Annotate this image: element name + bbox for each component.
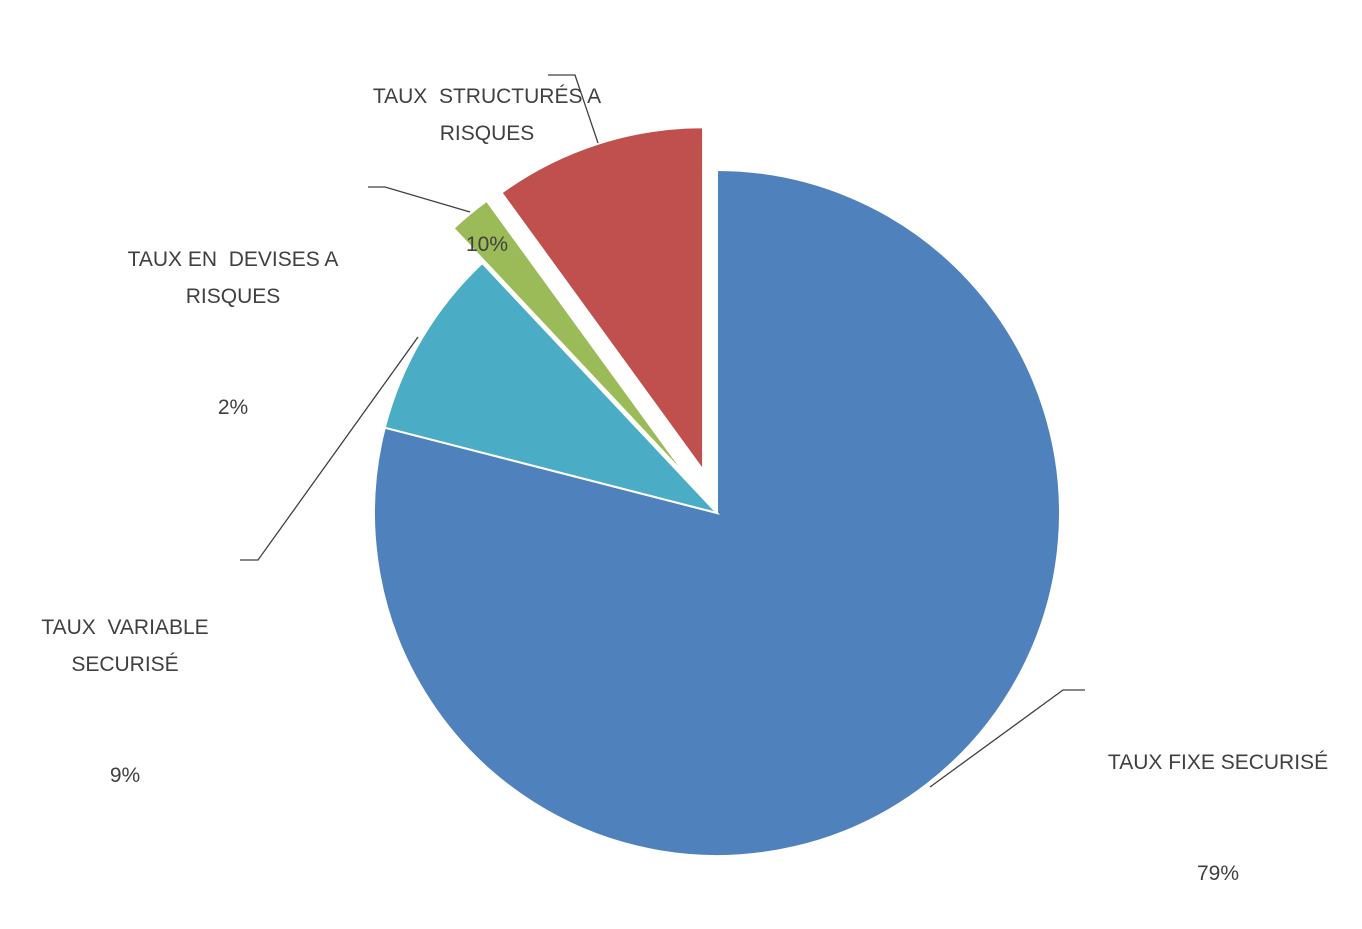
value-label: 10% xyxy=(465,233,509,256)
slice-label: TAUX FIXE SECURISÉ 79% xyxy=(1068,670,1362,929)
value-label: 2% xyxy=(217,396,249,419)
chart xyxy=(240,74,1085,856)
pie-slice xyxy=(500,126,705,474)
leader-line xyxy=(240,336,419,561)
leader-line xyxy=(929,689,1085,788)
value-label: 79% xyxy=(1196,862,1240,885)
value-label: 9% xyxy=(109,764,141,787)
leader-line xyxy=(548,74,599,144)
leader-line xyxy=(368,186,471,213)
category-label: TAUX FIXE SECURISÉ xyxy=(1107,751,1329,774)
pie xyxy=(373,126,1061,856)
category-label: TAUX STRUCTURÉS A RISQUES xyxy=(372,85,607,145)
category-label: TAUX EN DEVISES A RISQUES xyxy=(127,248,345,308)
pie-slice xyxy=(383,261,721,515)
slice-label: TAUX VARIABLE SECURISÉ 9% xyxy=(20,535,230,831)
slice-label: TAUX STRUCTURÉS A RISQUES 10% xyxy=(337,4,637,300)
pie-slice xyxy=(452,199,690,480)
page: {"chart_data": {"type": "pie", "categori… xyxy=(20,4,1329,885)
slice-label: TAUX EN DEVISES A RISQUES 2% xyxy=(88,167,378,463)
category-label: TAUX VARIABLE SECURISÉ xyxy=(41,616,215,676)
